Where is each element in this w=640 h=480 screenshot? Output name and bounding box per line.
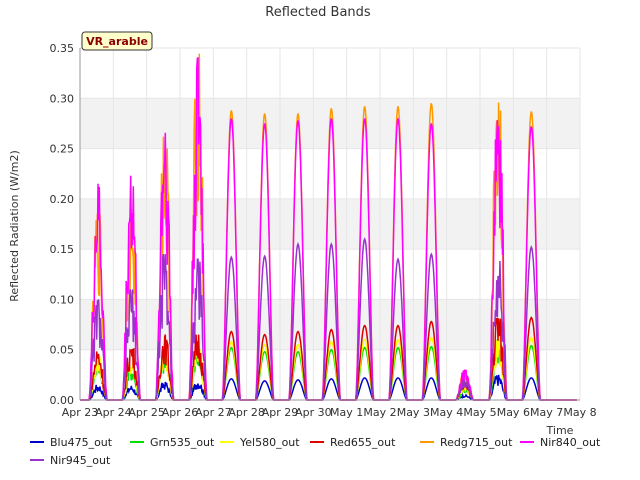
legend-label: Blu475_out: [50, 435, 113, 449]
x-tick-label: Apr 24: [95, 406, 132, 419]
y-tick-label: 0.20: [50, 193, 75, 206]
y-tick-label: 0.35: [50, 42, 75, 55]
annotation-badge: VR_arable: [81, 31, 153, 51]
legend-item: Yel580_out: [220, 434, 300, 450]
y-tick-label: 0.05: [50, 344, 75, 357]
y-tick-label: 0.30: [50, 92, 75, 105]
legend-item: Blu475_out: [30, 434, 112, 450]
x-tick-label: Apr 28: [228, 406, 265, 419]
x-tick-label: May 8: [563, 406, 596, 419]
legend-swatch: [310, 441, 324, 443]
legend-item: Red655_out: [310, 434, 395, 450]
legend-label: Nir945_out: [50, 453, 111, 467]
annotation-text: VR_arable: [86, 35, 148, 48]
legend-swatch: [30, 459, 44, 461]
y-tick-label: 0.00: [50, 394, 75, 407]
x-tick-label: Apr 29: [262, 406, 299, 419]
legend-label: Red655_out: [330, 435, 396, 449]
x-tick-label: May 4: [430, 406, 463, 419]
legend-label: Redg715_out: [440, 435, 513, 449]
y-axis-label: Reflected Radiation (W/m2): [8, 150, 21, 302]
legend-swatch: [30, 441, 44, 443]
x-tick-label: May 3: [397, 406, 430, 419]
legend-swatch: [220, 441, 234, 443]
legend-item: Nir945_out: [30, 452, 110, 468]
y-tick-label: 0.10: [50, 293, 75, 306]
legend-label: Yel580_out: [240, 435, 300, 449]
x-axis-label: Time: [546, 424, 574, 437]
y-tick-label: 0.25: [50, 143, 75, 156]
legend-label: Nir840_out: [540, 435, 601, 449]
x-tick-label: Apr 25: [128, 406, 165, 419]
legend-label: Grn535_out: [150, 435, 215, 449]
legend-item: Grn535_out: [130, 434, 214, 450]
x-tick-label: Apr 23: [62, 406, 99, 419]
legend-swatch: [130, 441, 144, 443]
x-tick-label: May 1: [330, 406, 363, 419]
grid-band: [80, 198, 580, 250]
x-tick-label: May 5: [463, 406, 496, 419]
x-tick-label: May 6: [497, 406, 530, 419]
legend-item: Redg715_out: [420, 434, 512, 450]
y-tick-label: 0.15: [50, 243, 75, 256]
x-tick-label: Apr 30: [295, 406, 332, 419]
x-tick-label: Apr 26: [162, 406, 199, 419]
x-tick-label: May 2: [363, 406, 396, 419]
legend-swatch: [420, 441, 434, 443]
legend-swatch: [520, 441, 534, 443]
x-tick-label: Apr 27: [195, 406, 232, 419]
chart-title: Reflected Bands: [265, 5, 371, 20]
legend-item: Nir840_out: [520, 434, 600, 450]
x-tick-label: May 7: [530, 406, 563, 419]
